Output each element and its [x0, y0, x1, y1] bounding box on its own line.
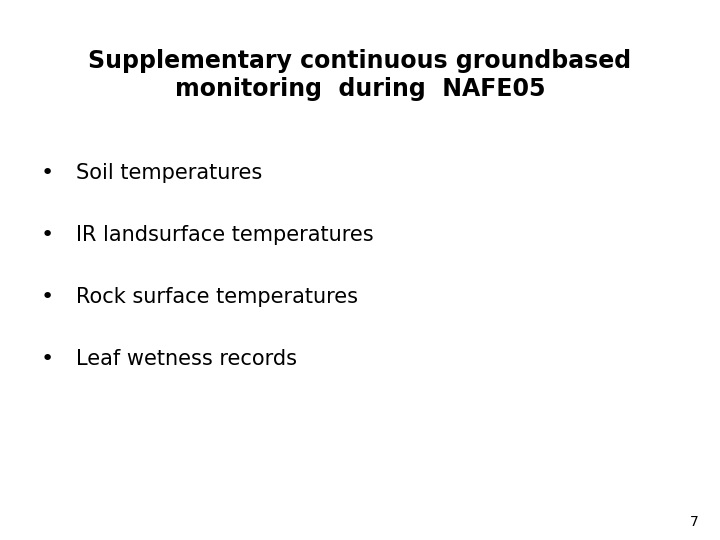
Text: •: •	[40, 225, 53, 245]
Text: •: •	[40, 287, 53, 307]
Text: Supplementary continuous groundbased
monitoring  during  NAFE05: Supplementary continuous groundbased mon…	[89, 49, 631, 102]
Text: •: •	[40, 349, 53, 369]
Text: •: •	[40, 163, 53, 183]
Text: Leaf wetness records: Leaf wetness records	[76, 349, 297, 369]
Text: Rock surface temperatures: Rock surface temperatures	[76, 287, 358, 307]
Text: Soil temperatures: Soil temperatures	[76, 163, 262, 183]
Text: 7: 7	[690, 515, 698, 529]
Text: IR landsurface temperatures: IR landsurface temperatures	[76, 225, 373, 245]
